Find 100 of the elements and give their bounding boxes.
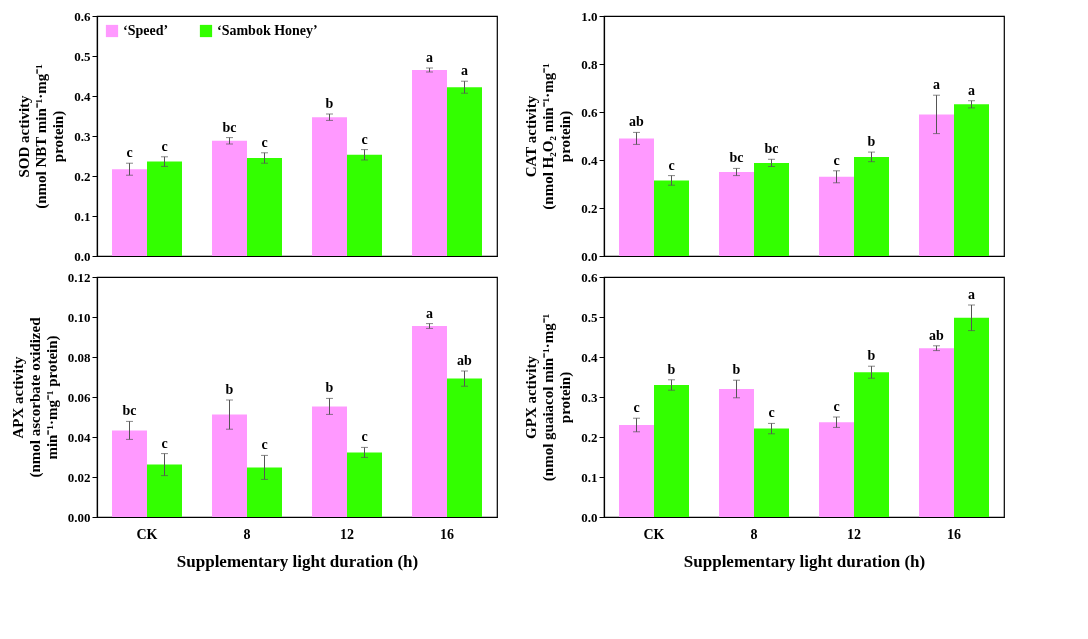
bar: [447, 378, 482, 517]
annotation: a: [426, 50, 433, 65]
annotation: b: [225, 382, 234, 397]
y-tick-label: 0.2: [581, 200, 598, 216]
y-tick-label: 0.5: [74, 48, 91, 64]
y-tick-label: 0.4: [74, 88, 91, 104]
bar: [212, 414, 247, 517]
annotation: c: [633, 400, 640, 416]
annotation: a: [426, 305, 433, 321]
annotation: c: [261, 134, 268, 150]
annotation: a: [461, 63, 468, 79]
bar: [819, 176, 854, 256]
annotation: ab: [457, 353, 473, 368]
y-tick-label: 0.6: [581, 104, 598, 120]
y-axis-title: CAT activity (nmol H₂O₂ min⁻¹·mg⁻¹ protein): [523, 63, 575, 210]
bar: [754, 428, 789, 517]
y-tick-label: 0.6: [581, 269, 598, 285]
x-tick-label: 8: [243, 526, 251, 542]
annotation: b: [732, 362, 741, 378]
y-tick-label: 0.8: [581, 56, 598, 72]
y-tick-label: 0.0: [581, 509, 598, 525]
y-tick-label: 0.08: [67, 349, 91, 365]
annotation: bc: [764, 141, 779, 157]
y-tick-label: 0.4: [581, 349, 598, 365]
bar: [212, 140, 247, 256]
x-tick-label: CK: [643, 526, 665, 542]
x-tick-label: CK: [136, 526, 158, 542]
legend-label: ‘Speed’: [123, 23, 169, 38]
annotation: bc: [122, 403, 137, 419]
y-tick-label: 0.6: [74, 8, 91, 24]
annotation: a: [968, 287, 975, 302]
y-tick-label: 0.3: [74, 128, 91, 144]
x-tick-label: 12: [340, 526, 354, 542]
bar: [719, 389, 754, 517]
y-tick-label: 0.3: [581, 389, 598, 405]
annotation: b: [867, 134, 876, 150]
y-tick-label: 0.04: [67, 429, 91, 445]
annotation: a: [968, 82, 975, 98]
y-tick-label: 0.4: [581, 152, 598, 168]
bar: [719, 172, 754, 256]
bar: [447, 87, 482, 256]
bar: [247, 158, 282, 256]
bar: [147, 464, 182, 517]
annotation: b: [867, 348, 876, 364]
annotation: c: [126, 145, 133, 161]
x-axis-title: Supplementary light duration (h): [176, 551, 419, 571]
annotation: c: [833, 399, 840, 414]
x-tick-label: 12: [847, 526, 861, 542]
annotation: c: [361, 131, 368, 147]
annotation: b: [325, 96, 334, 111]
y-tick-label: 0.0: [581, 248, 598, 264]
legend-label: ‘Sambok Honey’: [217, 23, 318, 38]
annotation: b: [667, 361, 676, 377]
annotation: c: [161, 435, 168, 451]
bar: [347, 154, 382, 256]
bar: [312, 117, 347, 256]
y-tick-label: 0.02: [67, 469, 91, 485]
y-tick-label: 0.06: [67, 389, 91, 405]
x-tick-label: 8: [750, 526, 758, 542]
bar: [412, 326, 447, 517]
bar: [112, 430, 147, 517]
y-axis-title: SOD activity (nmol NBT min⁻¹·mg⁻¹ protein): [16, 64, 68, 209]
y-tick-label: 0.5: [581, 309, 598, 325]
annotation: a: [933, 77, 940, 93]
annotation: c: [261, 437, 268, 453]
annotation: c: [768, 405, 775, 421]
bar: [147, 161, 182, 256]
bar: [919, 348, 954, 517]
y-tick-label: 0.2: [74, 168, 91, 184]
bar: [312, 406, 347, 517]
bar: [919, 114, 954, 256]
bar: [954, 317, 989, 517]
y-tick-label: 0.12: [67, 269, 91, 285]
bar: [412, 70, 447, 256]
annotation: ab: [629, 114, 645, 130]
annotation: c: [668, 157, 675, 173]
annotation: bc: [729, 150, 744, 166]
y-tick-label: 0.10: [67, 309, 91, 325]
y-tick-label: 0.2: [581, 429, 598, 445]
y-tick-label: 0.1: [581, 469, 598, 485]
x-axis-title: Supplementary light duration (h): [683, 551, 926, 571]
y-tick-label: 0.00: [67, 509, 91, 525]
bar: [854, 372, 889, 517]
annotation: c: [361, 429, 368, 445]
bar: [954, 104, 989, 256]
bar: [654, 385, 689, 517]
y-axis-title: GPX activity (nmol guaiacol min⁻¹·mg⁻¹ protein): [523, 313, 575, 482]
bar: [654, 180, 689, 256]
bar: [112, 169, 147, 256]
bar: [819, 422, 854, 517]
bar: [754, 162, 789, 256]
annotation: bc: [222, 119, 237, 135]
bar: [347, 452, 382, 517]
annotation: ab: [929, 327, 945, 343]
y-axis-title: APX activity (nmol ascorbate oxidized min⁻¹·mg⁻¹ protein): [9, 316, 61, 478]
bar: [854, 156, 889, 256]
y-tick-label: 1.0: [581, 8, 598, 24]
y-tick-label: 0.0: [74, 248, 91, 264]
bar: [619, 138, 654, 256]
annotation: c: [833, 152, 840, 168]
